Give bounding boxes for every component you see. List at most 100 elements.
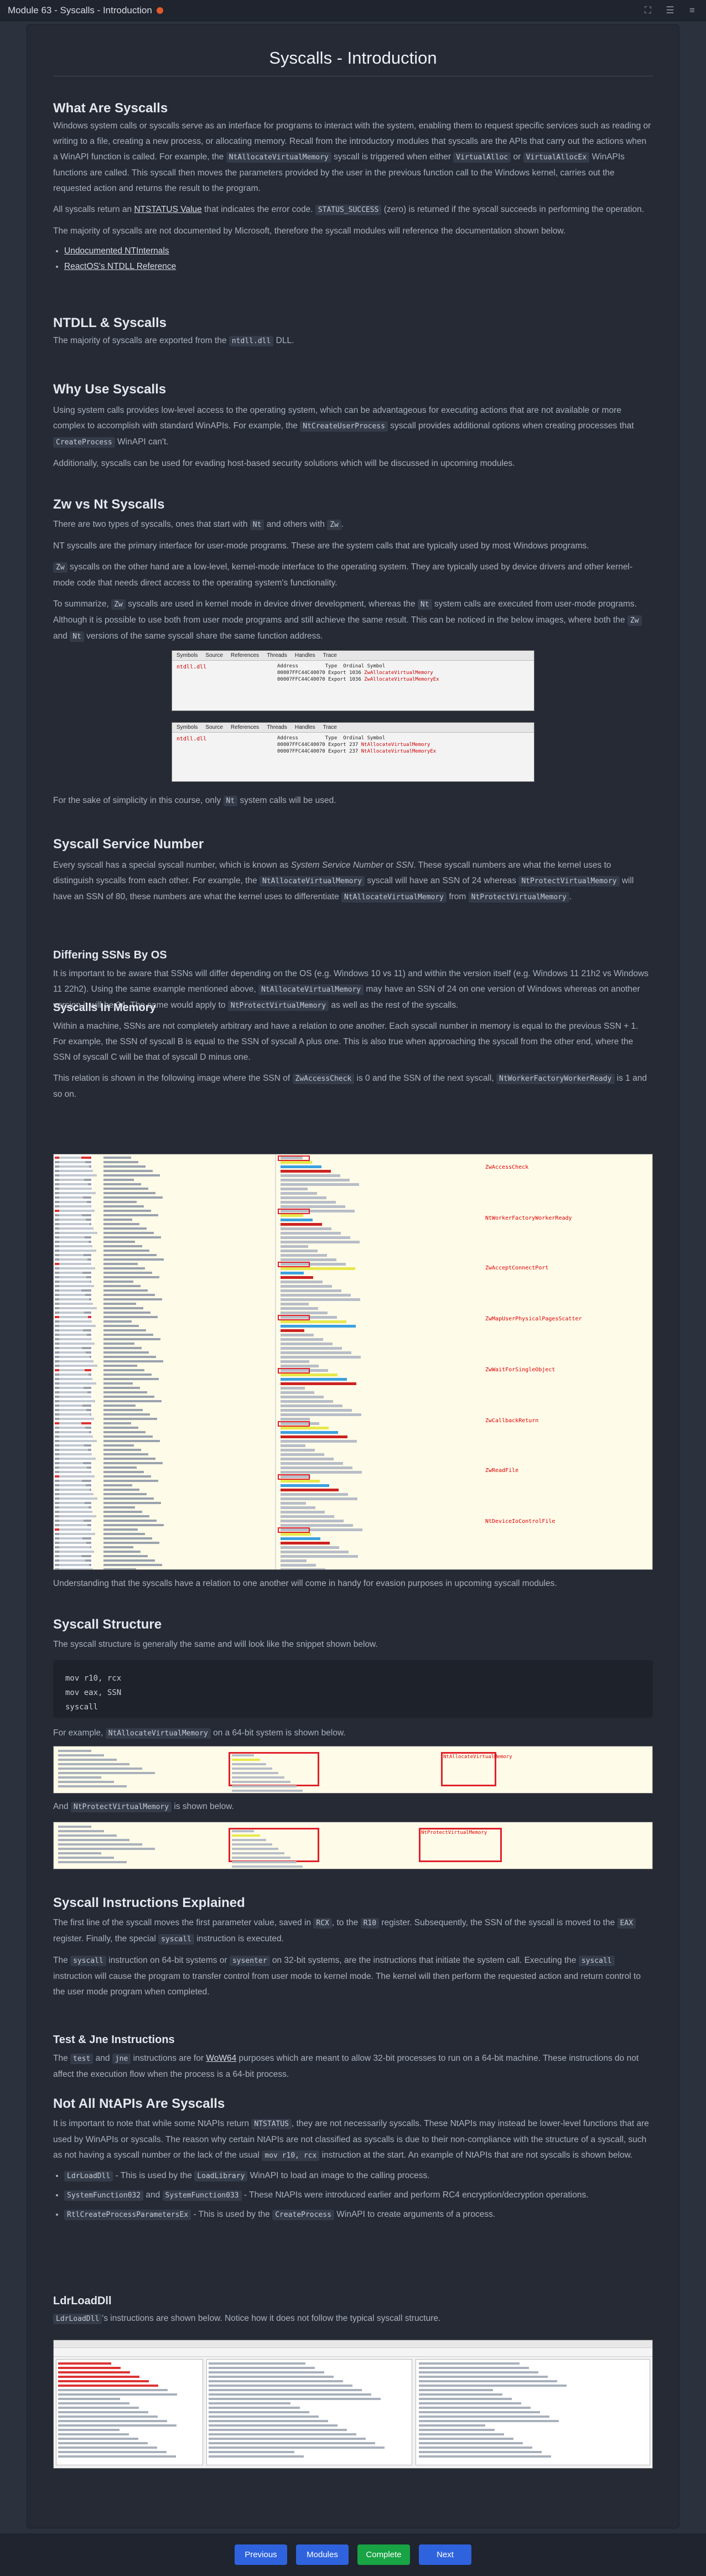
text: , to the xyxy=(331,1918,361,1927)
col-type: Type xyxy=(325,664,338,669)
emphasis: System Service Number xyxy=(290,861,383,870)
pane-line xyxy=(209,2407,300,2409)
disasm-line xyxy=(59,1294,85,1296)
disasm-line xyxy=(59,1480,82,1482)
disasm-line xyxy=(103,1298,162,1300)
disasm-line xyxy=(281,1471,362,1474)
pane-line xyxy=(209,2411,309,2413)
disasm-line xyxy=(281,1157,303,1159)
disasm-line xyxy=(103,1559,155,1562)
ntprotect-disasm-screenshot: NtProtectVirtualMemory xyxy=(53,1822,653,1869)
paragraph: The syscall instruction on 64-bit system… xyxy=(53,1953,653,2000)
disasm-line xyxy=(103,1254,157,1256)
previous-button[interactable]: Previous xyxy=(235,2544,287,2565)
disasm-line xyxy=(59,1267,95,1269)
modules-button[interactable]: Modules xyxy=(296,2544,349,2565)
module-navigation: Previous Modules Complete Next xyxy=(0,2533,706,2576)
disasm-line xyxy=(281,1205,345,1208)
disasm-line xyxy=(103,1188,148,1190)
disasm-line xyxy=(103,1466,137,1469)
disasm-line xyxy=(281,1365,319,1367)
reactos-ntdll-link[interactable]: ReactOS's NTDLL Reference xyxy=(64,262,176,271)
ntstatus-link[interactable]: NTSTATUS Value xyxy=(134,205,202,214)
undocumented-ntinternals-link[interactable]: Undocumented NTInternals xyxy=(64,246,169,256)
disasm-line xyxy=(281,1524,353,1527)
pane-line xyxy=(209,2447,385,2449)
pane-line xyxy=(419,2385,567,2387)
page-title: Syscalls - Introduction xyxy=(269,48,437,68)
disasm-line xyxy=(281,1497,357,1500)
pane-line xyxy=(209,2442,375,2444)
section-body: Windows system calls or syscalls serve a… xyxy=(53,118,653,274)
disasm-line xyxy=(59,1396,91,1398)
pane-line xyxy=(419,2376,548,2378)
disasm-line xyxy=(103,1444,134,1447)
disasm-line xyxy=(281,1254,327,1257)
table-header: Address Type Ordinal Symbol xyxy=(277,735,436,742)
disasm-line xyxy=(103,1453,148,1455)
disasm-line xyxy=(281,1533,311,1536)
complete-button[interactable]: Complete xyxy=(357,2544,410,2565)
disasm-line xyxy=(103,1272,152,1274)
disasm-line xyxy=(281,1320,346,1323)
disasm-line xyxy=(281,1418,310,1421)
disasm-line xyxy=(59,1338,91,1340)
inline-code: NTSTATUS xyxy=(251,2119,292,2129)
disasm-line xyxy=(103,1404,136,1407)
disasm-line xyxy=(59,1564,89,1566)
disasm-line xyxy=(59,1409,86,1411)
text: WinAPI to create arguments of a process. xyxy=(334,2210,496,2219)
section-heading: Syscall Service Number xyxy=(53,837,204,852)
disasm-line xyxy=(59,1272,82,1274)
disasm-line xyxy=(281,1387,305,1390)
disasm-line xyxy=(281,1183,359,1186)
disasm-line xyxy=(103,1555,148,1557)
table-row: 00007FFC44C40070 Export 237 NtAllocateVi… xyxy=(277,742,436,748)
section-zw-vs-nt: Zw vs Nt Syscalls There are two types of… xyxy=(53,497,653,645)
paragraph: Using system calls provides low-level ac… xyxy=(53,403,653,450)
col-address: Address xyxy=(277,735,298,741)
tab-handles: Handles xyxy=(294,652,315,659)
inline-code: EAX xyxy=(617,1918,636,1929)
next-button[interactable]: Next xyxy=(419,2544,471,2565)
pane-line xyxy=(58,2367,121,2369)
pane-line xyxy=(419,2402,521,2404)
notes-icon[interactable]: ☰ xyxy=(666,4,674,15)
col-type: Type xyxy=(325,735,338,741)
disasm-line xyxy=(59,1484,86,1486)
wow64-link[interactable]: WoW64 xyxy=(206,2054,237,2063)
menu-icon[interactable]: ≡ xyxy=(689,4,695,15)
pane-line xyxy=(419,2407,531,2409)
disasm-line xyxy=(103,1276,159,1278)
pane-line xyxy=(209,2367,315,2369)
disasm-line xyxy=(281,1396,324,1398)
disasm-line xyxy=(103,1378,159,1380)
disasm-line xyxy=(58,1852,101,1854)
pane-line xyxy=(419,2447,532,2449)
disasm-line xyxy=(103,1267,145,1269)
tab-threads: Threads xyxy=(267,724,287,730)
disasm-line xyxy=(103,1391,147,1393)
disasm-line xyxy=(103,1170,153,1172)
disasm-line xyxy=(59,1373,89,1376)
disasm-line xyxy=(281,1188,308,1190)
pane-line xyxy=(58,2455,176,2458)
pane-line xyxy=(58,2362,111,2365)
ssn-highlight-box xyxy=(278,1262,310,1267)
fullscreen-icon[interactable]: ⛶ xyxy=(645,4,651,15)
disasm-line xyxy=(103,1471,144,1473)
code-block[interactable]: mov r10, rcx mov eax, SSN syscall xyxy=(53,1660,653,1718)
debugger-tabs: Symbols Source References Threads Handle… xyxy=(172,651,534,661)
disasm-line xyxy=(103,1458,155,1460)
zw-symbols-screenshot: Symbols Source References Threads Handle… xyxy=(172,650,534,711)
disasm-line xyxy=(103,1568,136,1569)
disasm-line xyxy=(103,1475,151,1478)
disasm-line xyxy=(58,1839,129,1841)
tab-symbols: Symbols xyxy=(176,724,198,730)
inline-code: jne xyxy=(112,2054,131,2064)
disasm-line xyxy=(281,1404,342,1407)
code-line: syscall xyxy=(65,1703,98,1712)
disasm-line xyxy=(281,1431,338,1434)
text: It is important to note that while some … xyxy=(53,2119,252,2128)
disasm-line xyxy=(281,1360,309,1363)
